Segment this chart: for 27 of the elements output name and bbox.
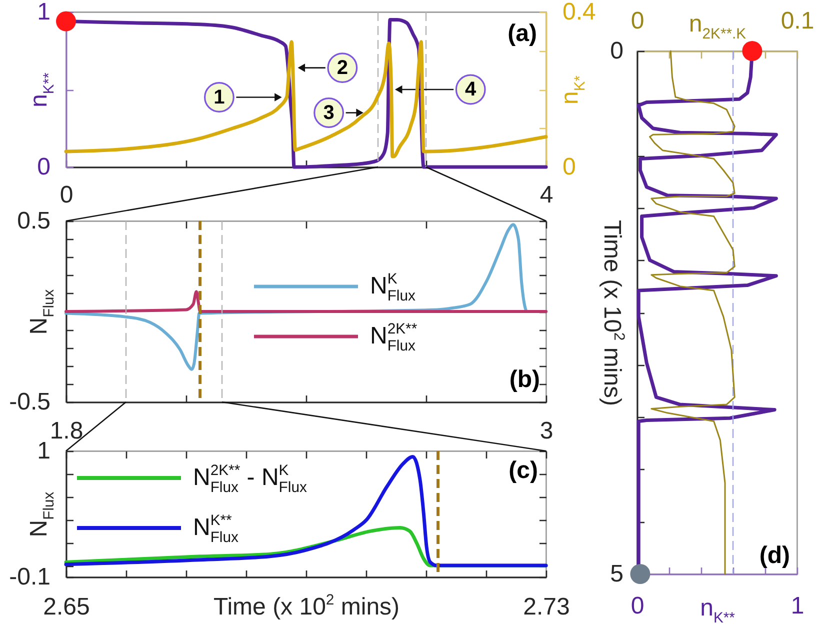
- annotation: 2: [336, 56, 348, 79]
- chart-title: (a): [508, 20, 537, 47]
- annotation: 1: [214, 86, 225, 108]
- chart-title: (c): [508, 457, 538, 484]
- annotation: 3: [323, 102, 334, 124]
- x-tick-label: 0: [630, 592, 644, 620]
- y2-tick-label: 0: [562, 154, 576, 180]
- x2-tick-label: 0.1: [780, 8, 814, 34]
- x-tick-label: 1: [790, 592, 804, 620]
- y-tick-label: 5: [610, 560, 624, 588]
- y-tick-label: -0.1: [9, 564, 50, 590]
- x2-axis-title: n$_{2K**.K}$: [688, 10, 746, 42]
- y-tick-label: 0: [37, 154, 50, 180]
- text: (d): [759, 542, 790, 569]
- y-tick-label: 0.5: [17, 208, 50, 234]
- x-tick-label: 2.65: [43, 594, 90, 620]
- x-axis-title: Time (x 10$^{2}$ mins): [213, 592, 400, 620]
- text: (b): [509, 366, 540, 393]
- y2-tick-label: 0.4: [562, 0, 596, 26]
- annotation: 4: [465, 78, 478, 100]
- x-axis-title: n$_{K**}$: [700, 594, 736, 626]
- x-tick-label: 1.8: [50, 418, 84, 444]
- x2-tick-label: 0: [630, 8, 644, 34]
- y-tick-label: 1: [37, 0, 50, 26]
- x-tick-label: 2.73: [523, 594, 570, 620]
- y-tick-label: 1: [37, 438, 50, 464]
- y-tick-label: -0.5: [9, 388, 50, 416]
